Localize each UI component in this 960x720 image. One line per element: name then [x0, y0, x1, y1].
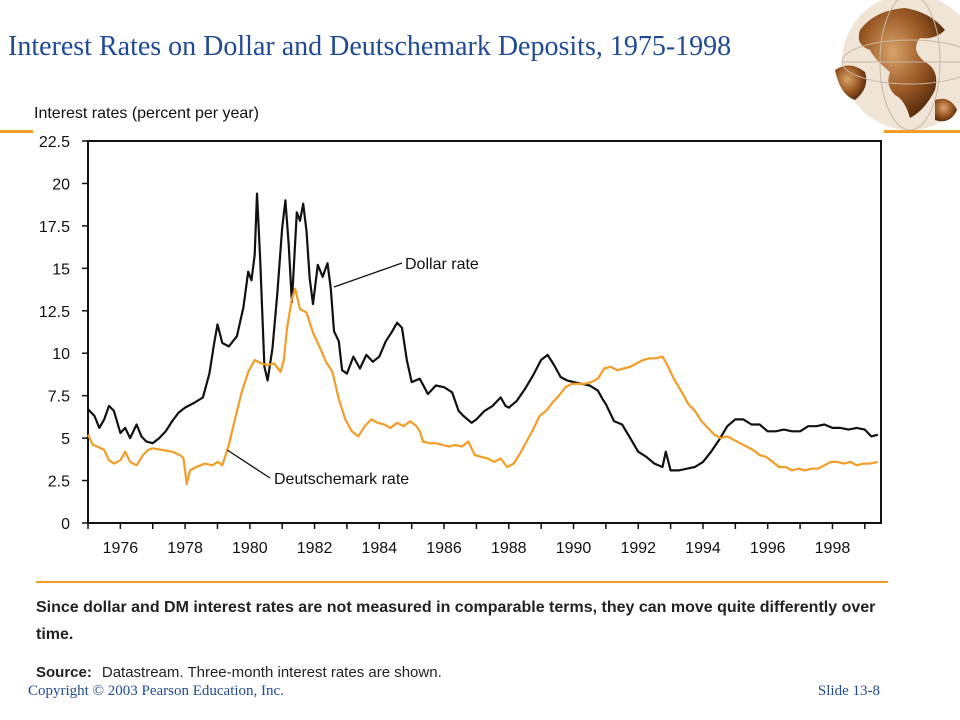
x-tick-label: 1984 — [362, 540, 398, 557]
series-line-deutschemark-rate — [87, 287, 879, 486]
y-tick-label: 22.5 — [39, 134, 70, 151]
caption-divider — [36, 581, 888, 583]
annotation-leader — [333, 262, 403, 288]
plot-frame — [87, 140, 882, 524]
slide-number: Slide 13-8 — [817, 683, 880, 699]
caption-text: Since dollar and DM interest rates are n… — [36, 599, 876, 643]
x-tick-label: 1986 — [426, 540, 462, 557]
series-line-dollar-rate — [87, 192, 879, 472]
source-text: Datastream. Three-month interest rates a… — [101, 664, 442, 681]
title-accent-line-right — [884, 130, 960, 133]
y-tick-label: 20 — [52, 176, 70, 193]
source-note: Source: Datastream. Three-month interest … — [36, 664, 442, 681]
x-tick-label: 1980 — [232, 540, 268, 557]
y-tick-label: 5 — [61, 431, 70, 448]
x-tick-label: 1996 — [750, 540, 786, 557]
x-tick-label: 1982 — [297, 540, 333, 557]
x-tick-label: 1976 — [103, 540, 139, 557]
y-tick-label: 17.5 — [39, 219, 70, 236]
slide-title: Interest Rates on Dollar and Deutschemar… — [8, 31, 732, 62]
annotation-label: Dollar rate — [405, 256, 479, 273]
y-tick-label: 12.5 — [39, 304, 70, 321]
globe-icon — [835, 0, 960, 131]
copyright: Copyright © 2003 Pearson Education, Inc. — [28, 683, 284, 699]
title-accent-line — [0, 130, 33, 133]
line-chart: 0 2.5 5 7.5 10 12.5 15 17.5 20 22.5 1976 1978 1980 19… — [39, 134, 882, 557]
y-tick-label: 0 — [61, 516, 70, 533]
source-label: Source: — [36, 664, 92, 681]
annotation-leader — [226, 449, 271, 479]
y-tick-label: 15 — [52, 261, 70, 278]
x-tick-label: 1994 — [685, 540, 721, 557]
annotation-label: Deutschemark rate — [274, 471, 409, 488]
x-tick-label: 1978 — [167, 540, 203, 557]
x-tick-label: 1992 — [620, 540, 656, 557]
y-tick-label: 7.5 — [48, 389, 70, 406]
x-tick-label: 1990 — [556, 540, 592, 557]
y-tick-label: 10 — [52, 346, 70, 363]
y-axis-title: Interest rates (percent per year) — [34, 105, 259, 122]
y-tick-label: 2.5 — [48, 474, 70, 491]
x-tick-label: 1998 — [815, 540, 851, 557]
x-tick-label: 1988 — [491, 540, 527, 557]
